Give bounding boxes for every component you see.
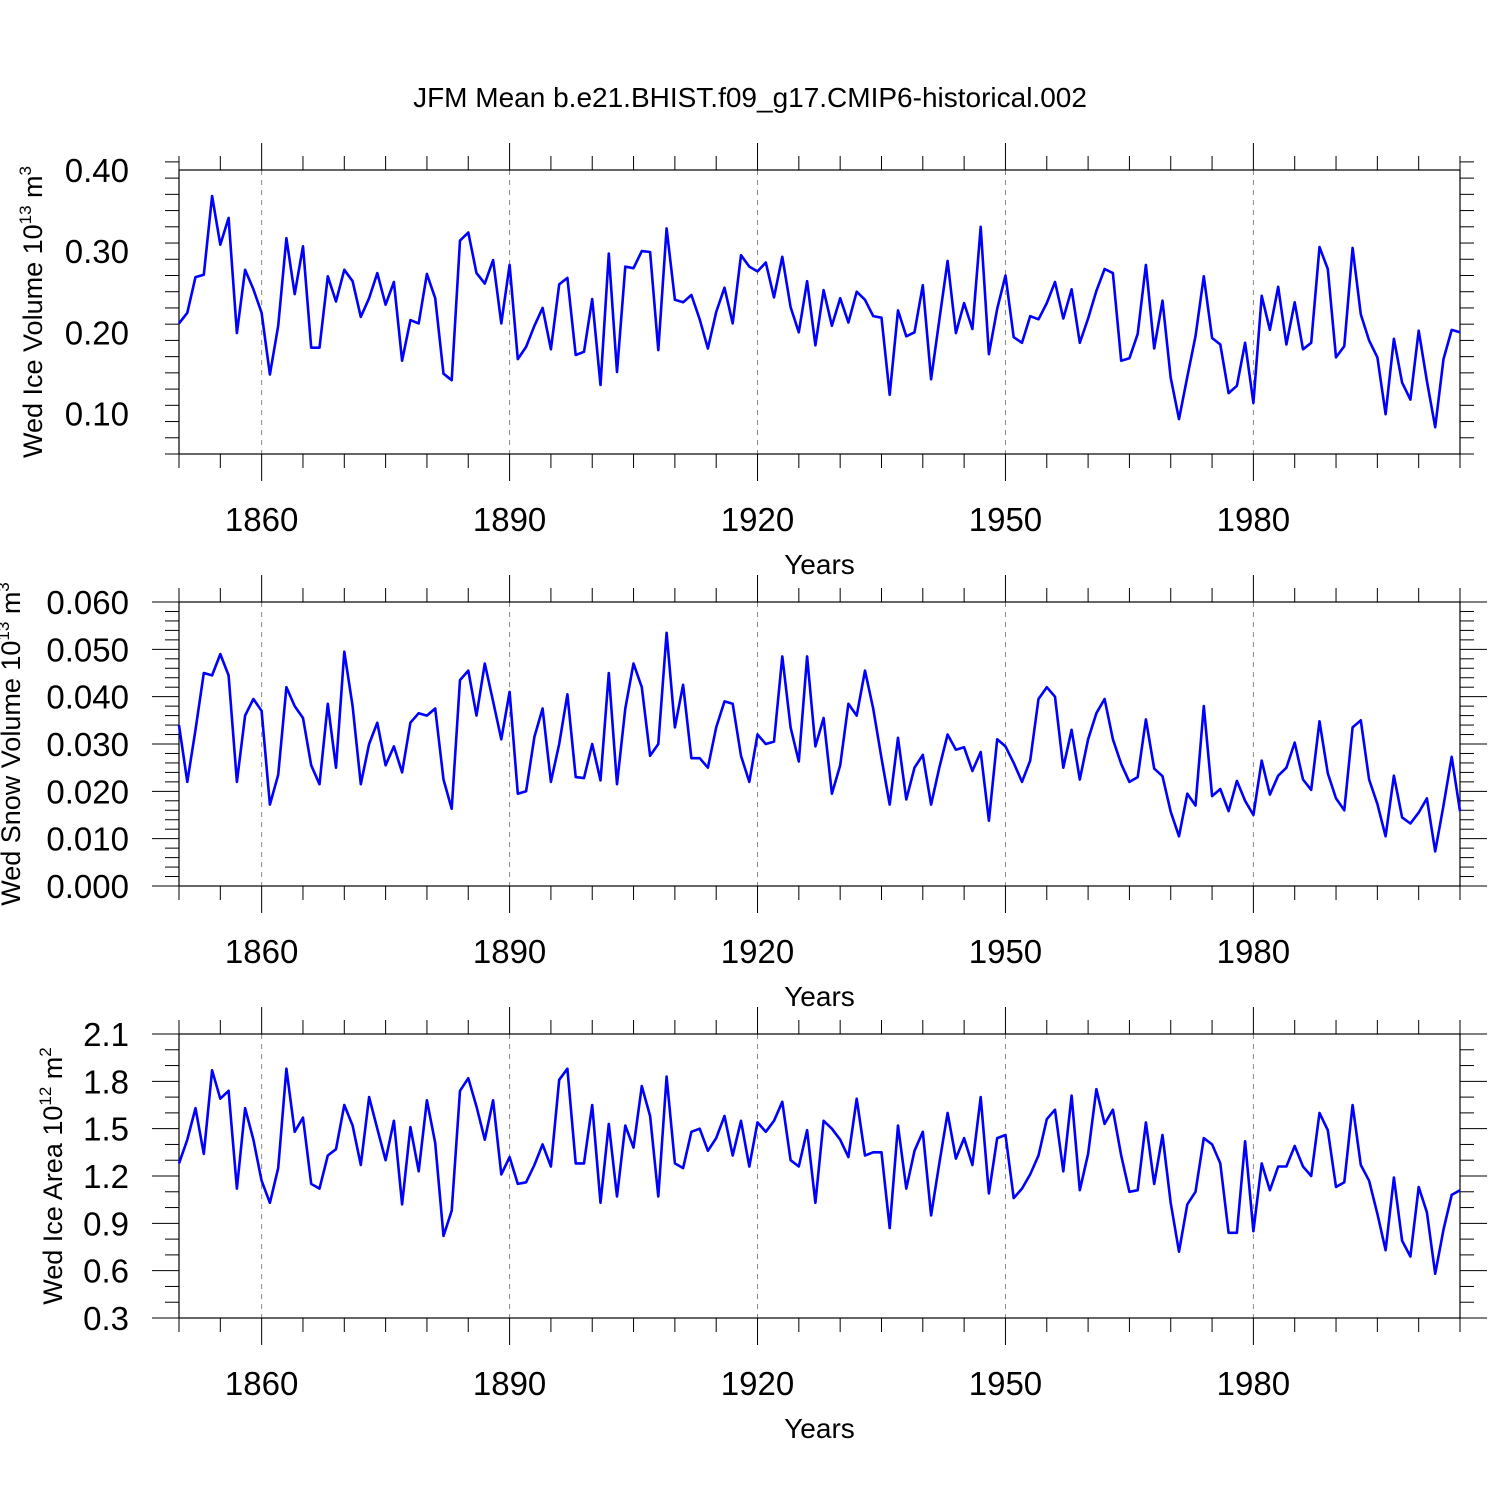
x-tick-label: 1890 — [473, 1365, 546, 1402]
y-tick-label: 0.40 — [65, 152, 129, 189]
y-tick-label: 0.030 — [46, 726, 129, 763]
x-tick-label: 1980 — [1217, 933, 1290, 970]
y-axis-label-main: Wed Ice Volume 10 — [18, 224, 48, 458]
panel-3: 1860 1890 1920 1950 1980 Years 0.3 0.6 0.9 1.2 1.5… — [36, 1007, 1487, 1444]
x-tick-label: 1890 — [473, 933, 546, 970]
y-axis-label-unit: m — [38, 1057, 68, 1087]
y-tick-label: 0.060 — [46, 584, 129, 621]
x-axis-label: Years — [784, 549, 855, 580]
y-axis-label-main: Wed Snow Volume 10 — [0, 641, 26, 906]
y-axis-label-exponent: 12 — [36, 1087, 55, 1106]
y-tick-label: 1.5 — [83, 1111, 129, 1148]
x-tick-label: 1980 — [1217, 501, 1290, 538]
x-axis-label: Years — [784, 981, 855, 1012]
x-tick-label: 1980 — [1217, 1365, 1290, 1402]
plot-frame — [178, 601, 1461, 887]
y-axis-label-unit-exponent: 3 — [0, 582, 13, 591]
y-tick-label: 0.10 — [65, 395, 129, 432]
y-axis-label: Wed Ice Area 1012 m2 — [36, 1047, 68, 1305]
y-tick-label: 0.3 — [83, 1300, 129, 1337]
panels: 1860 1890 1920 1950 1980 Years 0.10 0.20 0.30 0.4… — [0, 143, 1487, 1444]
y-tick-label: 0.000 — [46, 868, 129, 905]
y-axis-label-unit-exponent: 2 — [36, 1047, 55, 1056]
y-tick-label: 0.010 — [46, 821, 129, 858]
y-tick-label: 1.8 — [83, 1063, 129, 1100]
y-axis-label-exponent: 13 — [16, 205, 35, 224]
series-line — [177, 631, 1462, 853]
x-axis-label: Years — [784, 1413, 855, 1444]
x-tick-label: 1860 — [225, 933, 298, 970]
x-tick-label: 1860 — [225, 501, 298, 538]
x-tick-label: 1920 — [721, 501, 794, 538]
y-tick-label: 0.050 — [46, 631, 129, 668]
y-axis-label: Wed Snow Volume 1013 m3 — [0, 582, 26, 906]
y-tick-label: 0.040 — [46, 679, 129, 716]
y-axis-label: Wed Ice Volume 1013 m3 — [16, 166, 48, 458]
panel-1: 1860 1890 1920 1950 1980 Years 0.10 0.20 0.30 0.4… — [16, 143, 1474, 580]
y-tick-label: 1.2 — [83, 1158, 129, 1195]
x-tick-label: 1860 — [225, 1365, 298, 1402]
x-tick-label: 1920 — [721, 933, 794, 970]
x-tick-label: 1950 — [969, 933, 1042, 970]
panel-2: 1860 1890 1920 1950 1980 Years 0.000 0.010 0.020… — [0, 575, 1487, 1012]
series-line — [177, 194, 1461, 429]
y-tick-label: 0.9 — [83, 1205, 129, 1242]
y-axis-label-unit: m — [18, 175, 48, 205]
x-tick-label: 1950 — [969, 501, 1042, 538]
y-axis-label-unit-exponent: 3 — [16, 166, 35, 175]
plot-frame — [178, 1033, 1461, 1319]
y-tick-label: 0.20 — [65, 314, 129, 351]
y-axis-label-unit: m — [0, 592, 26, 622]
y-tick-label: 0.6 — [83, 1253, 129, 1290]
chart-title: JFM Mean b.e21.BHIST.f09_g17.CMIP6-histo… — [413, 82, 1087, 113]
y-tick-label: 0.30 — [65, 233, 129, 270]
plot-frame — [178, 169, 1461, 455]
series-line — [177, 1067, 1461, 1276]
y-axis-label-main: Wed Ice Area 10 — [38, 1106, 68, 1305]
y-axis-label-exponent: 13 — [0, 622, 13, 641]
x-tick-label: 1890 — [473, 501, 546, 538]
x-tick-label: 1950 — [969, 1365, 1042, 1402]
x-tick-label: 1920 — [721, 1365, 794, 1402]
y-tick-label: 0.020 — [46, 773, 129, 810]
y-tick-label: 2.1 — [83, 1016, 129, 1053]
